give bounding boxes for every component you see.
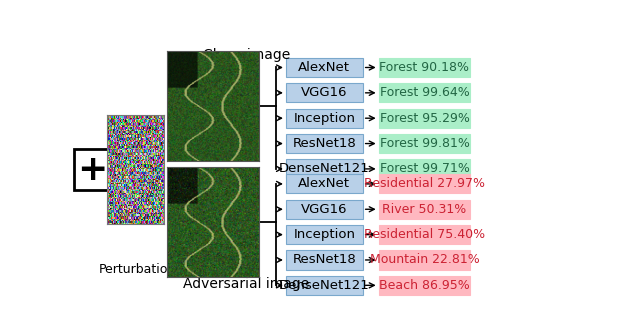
Text: Inception: Inception: [293, 228, 355, 241]
FancyBboxPatch shape: [379, 250, 470, 269]
FancyBboxPatch shape: [286, 58, 363, 77]
Text: Residential 75.40%: Residential 75.40%: [364, 228, 485, 241]
Text: Forest 99.71%: Forest 99.71%: [380, 162, 469, 175]
FancyBboxPatch shape: [379, 174, 470, 194]
Text: +: +: [77, 153, 108, 187]
FancyBboxPatch shape: [379, 200, 470, 219]
FancyBboxPatch shape: [379, 276, 470, 295]
FancyBboxPatch shape: [286, 83, 363, 102]
Text: VGG16: VGG16: [301, 86, 348, 99]
Text: AlexNet: AlexNet: [298, 177, 350, 191]
Text: Forest 99.64%: Forest 99.64%: [380, 86, 469, 99]
FancyBboxPatch shape: [286, 225, 363, 244]
Text: Forest 99.81%: Forest 99.81%: [380, 137, 469, 150]
Text: Beach 86.95%: Beach 86.95%: [379, 279, 470, 292]
FancyBboxPatch shape: [379, 109, 470, 128]
Text: Adversarial image: Adversarial image: [183, 277, 309, 291]
Text: Clean image: Clean image: [202, 48, 290, 62]
Text: DenseNet121: DenseNet121: [279, 162, 370, 175]
Text: River 50.31%: River 50.31%: [382, 203, 467, 216]
FancyBboxPatch shape: [379, 159, 470, 178]
FancyBboxPatch shape: [286, 276, 363, 295]
FancyBboxPatch shape: [286, 200, 363, 219]
FancyBboxPatch shape: [286, 109, 363, 128]
Text: AlexNet: AlexNet: [298, 61, 350, 74]
FancyBboxPatch shape: [286, 250, 363, 269]
Text: DenseNet121: DenseNet121: [279, 279, 370, 292]
Text: ResNet18: ResNet18: [292, 253, 356, 266]
Text: Inception: Inception: [293, 112, 355, 125]
Text: VGG16: VGG16: [301, 203, 348, 216]
FancyBboxPatch shape: [286, 159, 363, 178]
FancyBboxPatch shape: [379, 83, 470, 102]
Text: Mountain 22.81%: Mountain 22.81%: [369, 253, 479, 266]
Text: Forest 95.29%: Forest 95.29%: [380, 112, 469, 125]
FancyBboxPatch shape: [379, 58, 470, 77]
Text: ResNet18: ResNet18: [292, 137, 356, 150]
FancyBboxPatch shape: [379, 225, 470, 244]
Text: Perturbation: Perturbation: [99, 263, 175, 276]
FancyBboxPatch shape: [286, 174, 363, 194]
FancyBboxPatch shape: [286, 134, 363, 153]
Text: Residential 27.97%: Residential 27.97%: [364, 177, 485, 191]
FancyBboxPatch shape: [379, 134, 470, 153]
Text: Forest 90.18%: Forest 90.18%: [380, 61, 470, 74]
